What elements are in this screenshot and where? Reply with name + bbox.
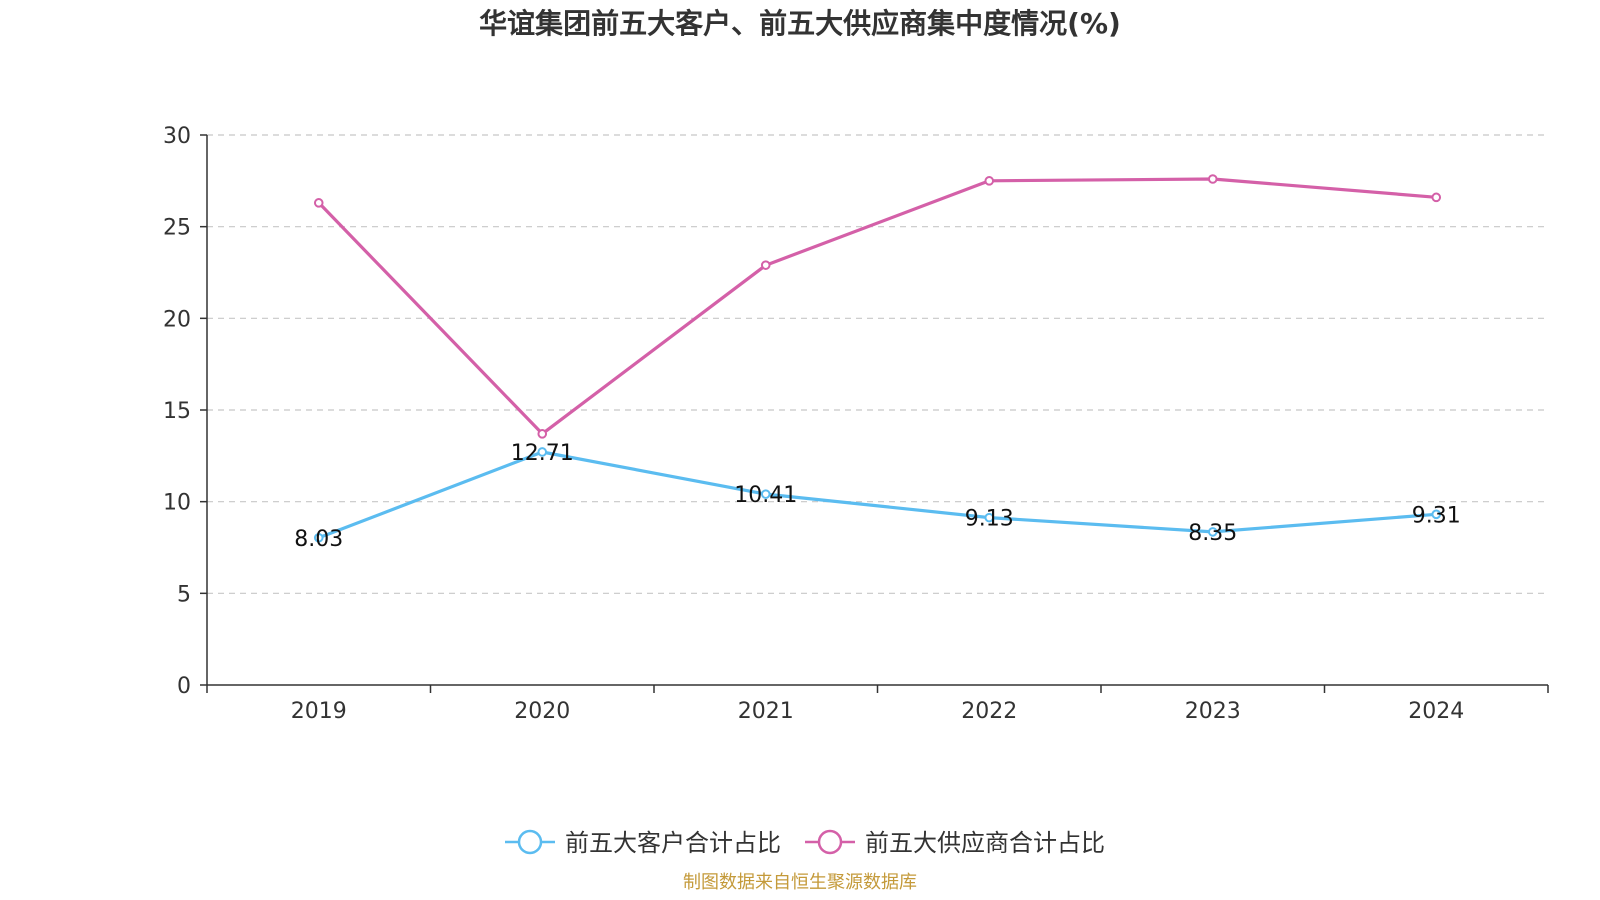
axis-layer: 0 5 10 15 20 25 30 2019 2020 2021 2022 2023 2024 bbox=[163, 124, 1549, 724]
data-label: 10.41 bbox=[734, 483, 797, 508]
legend-label-0[interactable]: 前五大客户合计占比 bbox=[565, 829, 781, 857]
data-point-1[interactable] bbox=[984, 176, 995, 186]
data-label: 8.03 bbox=[294, 527, 343, 552]
series-line-1 bbox=[317, 177, 1437, 436]
y-tick-label: 25 bbox=[163, 216, 191, 241]
data-point-0[interactable] bbox=[760, 489, 771, 499]
data-point-1[interactable] bbox=[760, 260, 771, 270]
x-tick-label: 2021 bbox=[738, 699, 794, 724]
y-tick-label: 20 bbox=[163, 307, 191, 332]
data-point-1[interactable] bbox=[1207, 174, 1218, 184]
y-tick-label: 15 bbox=[163, 399, 191, 424]
x-tick-label: 2023 bbox=[1185, 699, 1241, 724]
source-note: 制图数据来自恒生聚源数据库 bbox=[683, 872, 917, 893]
data-point-0[interactable] bbox=[1207, 527, 1218, 537]
data-point-1[interactable] bbox=[313, 198, 324, 208]
data-point-0[interactable] bbox=[1431, 509, 1442, 520]
data-point-1[interactable] bbox=[537, 429, 548, 439]
data-point-0[interactable] bbox=[313, 532, 324, 543]
y-tick-label: 5 bbox=[177, 582, 191, 607]
y-tick-label: 30 bbox=[163, 124, 191, 149]
legend-label-1[interactable]: 前五大供应商合计占比 bbox=[865, 829, 1105, 857]
series-layer bbox=[313, 174, 1442, 543]
y-tick-label: 0 bbox=[177, 674, 191, 699]
data-label: 12.71 bbox=[511, 441, 574, 466]
data-label: 8.35 bbox=[1188, 521, 1237, 546]
data-label: 9.13 bbox=[965, 507, 1014, 532]
series-line-0 bbox=[318, 450, 1437, 540]
data-label-layer: 8.03 12.71 10.41 9.13 8.35 9.31 bbox=[294, 441, 1460, 552]
x-tick-label: 2019 bbox=[291, 699, 347, 724]
x-tick-label: 2024 bbox=[1408, 699, 1464, 724]
legend-marker-0[interactable] bbox=[517, 829, 543, 855]
legend-marker-1[interactable] bbox=[817, 829, 843, 855]
legend[interactable]: 前五大客户合计占比 前五大供应商合计占比 bbox=[505, 829, 1105, 857]
data-point-1[interactable] bbox=[1431, 192, 1442, 203]
x-tick-label: 2020 bbox=[514, 699, 570, 724]
chart-title: 华谊集团前五大客户、前五大供应商集中度情况(%) bbox=[479, 7, 1121, 40]
x-tick-label: 2022 bbox=[961, 699, 1017, 724]
grid-layer bbox=[207, 134, 1548, 594]
y-tick-label: 10 bbox=[163, 491, 191, 516]
data-point-0[interactable] bbox=[537, 447, 548, 457]
data-point-0[interactable] bbox=[984, 512, 995, 523]
data-label: 9.31 bbox=[1412, 503, 1461, 528]
